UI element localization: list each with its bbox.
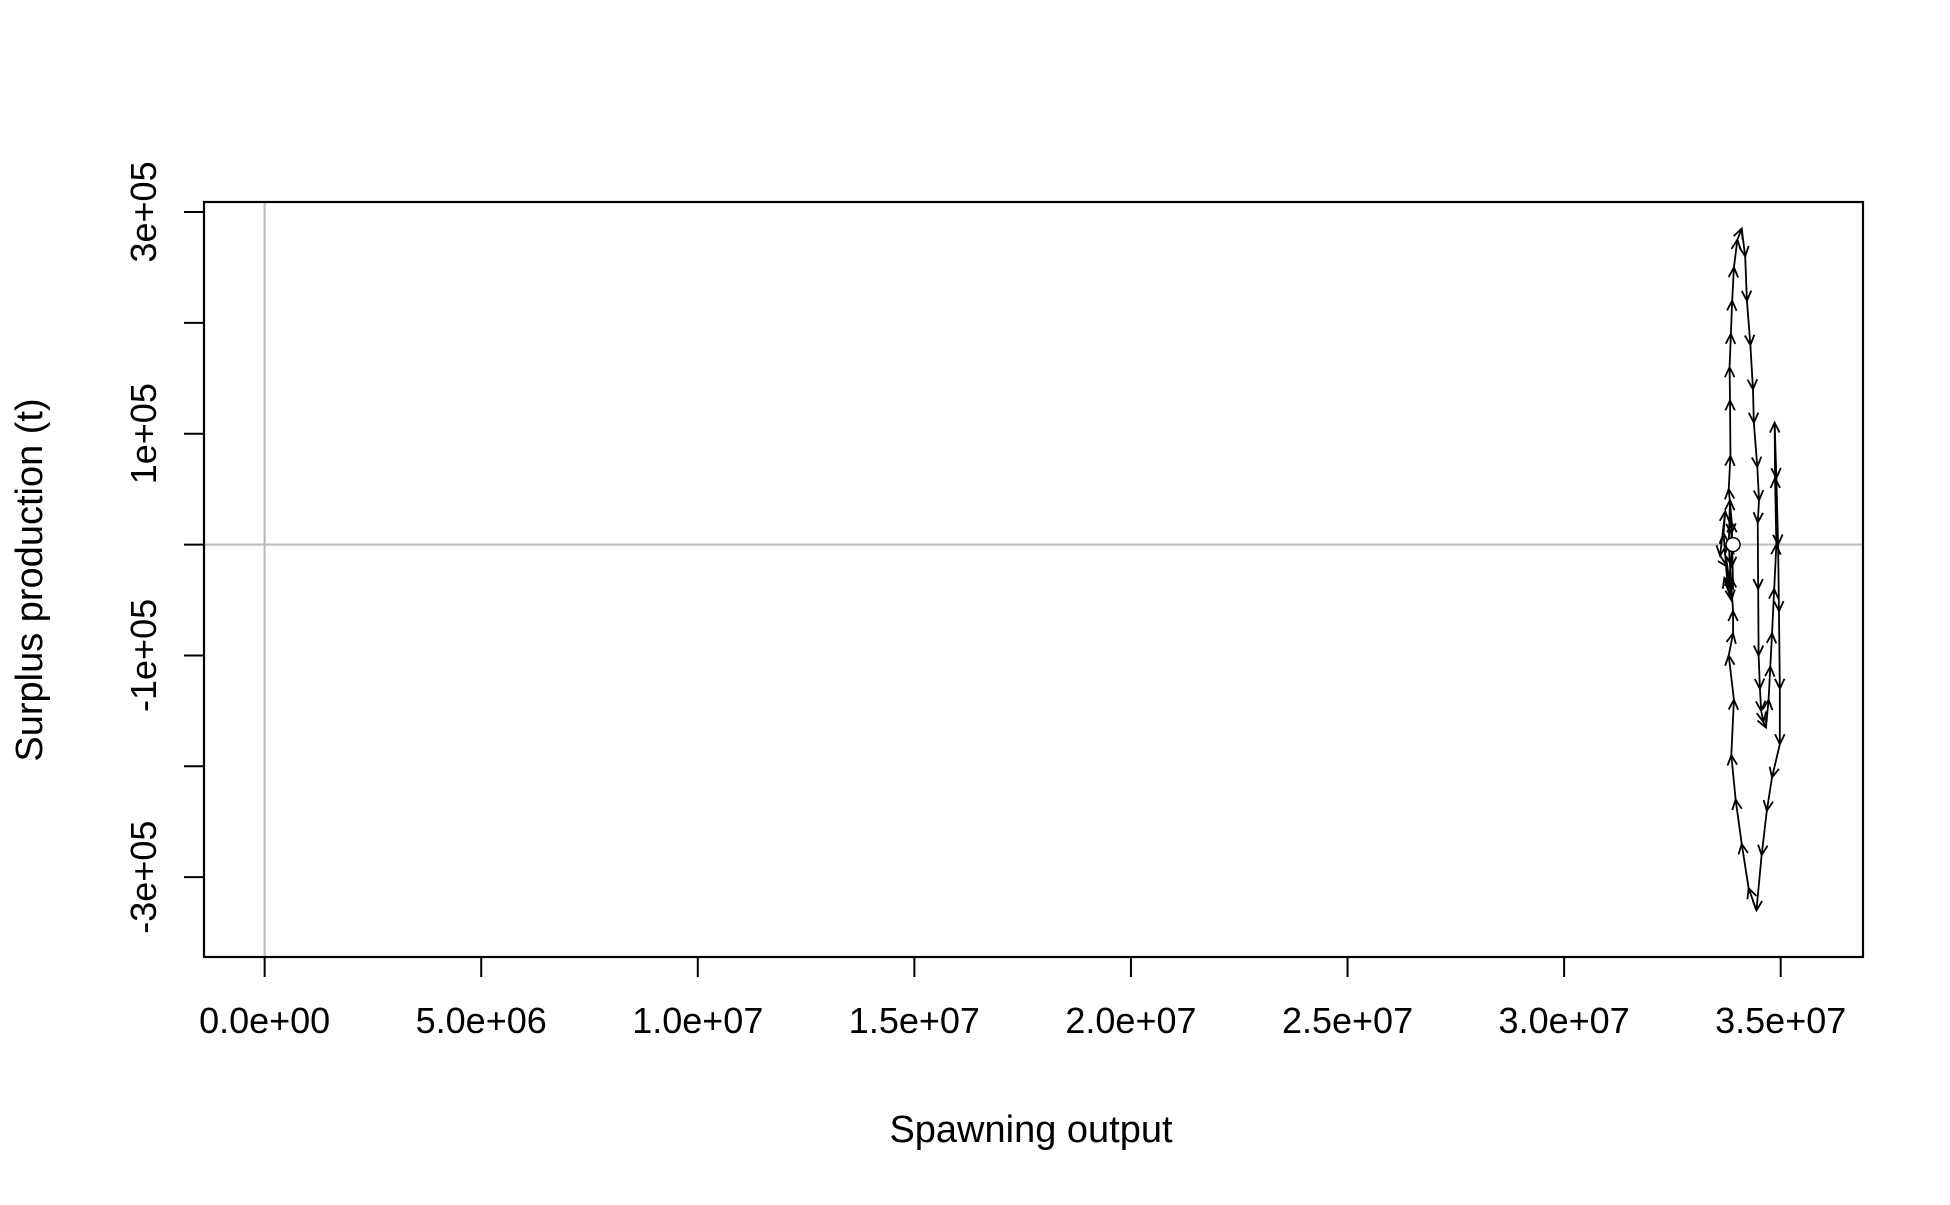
y-axis-label: Surplus production (t) xyxy=(9,398,51,761)
start-point-marker xyxy=(1726,538,1740,552)
x-tick-label: 0.0e+00 xyxy=(199,1000,330,1041)
y-tick-label: -3e+05 xyxy=(123,821,164,934)
x-tick-label: 5.0e+06 xyxy=(416,1000,547,1041)
x-tick-label: 1.5e+07 xyxy=(849,1000,980,1041)
x-tick-label: 2.0e+07 xyxy=(1065,1000,1196,1041)
y-tick-label: 1e+05 xyxy=(123,383,164,484)
trajectory-segment xyxy=(1753,389,1754,422)
trajectory-segment xyxy=(1778,545,1779,612)
x-tick-label: 3.5e+07 xyxy=(1715,1000,1846,1041)
x-tick-label: 2.5e+07 xyxy=(1282,1000,1413,1041)
x-tick-label: 1.0e+07 xyxy=(632,1000,763,1041)
x-tick-label: 3.0e+07 xyxy=(1499,1000,1630,1041)
y-tick-label: 3e+05 xyxy=(123,161,164,262)
y-tick-label: -1e+05 xyxy=(123,599,164,712)
trajectory-segment xyxy=(1779,611,1780,689)
x-axis-label: Spawning output xyxy=(889,1109,1173,1151)
